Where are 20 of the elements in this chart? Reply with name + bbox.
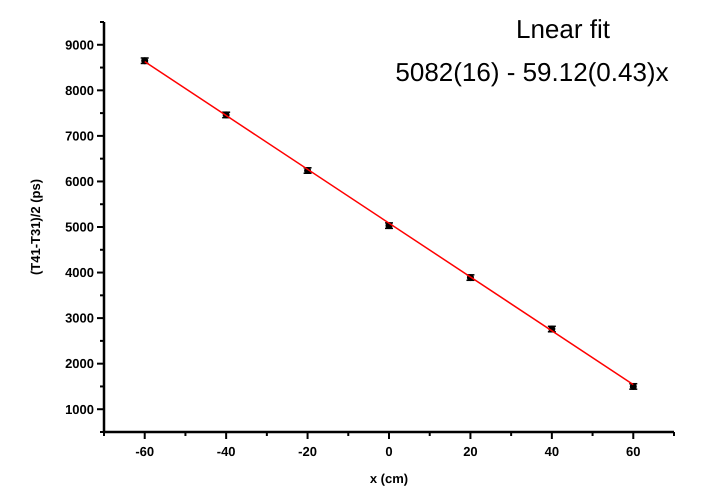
y-tick-label: 1000 <box>65 402 94 417</box>
y-tick-label: 3000 <box>65 310 94 326</box>
y-tick-label: 8000 <box>65 82 94 98</box>
y-tick-label: 2000 <box>65 356 94 372</box>
x-axis-title: x (cm) <box>370 471 408 486</box>
x-tick-label: 20 <box>463 444 478 459</box>
y-tick-label: 4000 <box>65 265 94 280</box>
annotation: 5082(16) - 59.12(0.43)x <box>395 57 669 87</box>
y-axis-title: (T41-T31)/2 (ps) <box>28 178 43 276</box>
y-tick-label: 6000 <box>65 174 94 189</box>
x-tick-label: 60 <box>626 444 641 459</box>
annotation: Lnear fit <box>516 14 611 44</box>
x-tick-label: -40 <box>216 444 236 459</box>
y-tick-label: 7000 <box>65 128 94 144</box>
x-tick-label: 0 <box>385 444 393 459</box>
y-tick-label: 5000 <box>65 220 94 235</box>
x-tick-label: -60 <box>135 444 154 459</box>
x-tick-label: -20 <box>298 444 317 459</box>
x-tick-label: 40 <box>544 444 560 459</box>
y-tick-label: 9000 <box>65 37 94 52</box>
